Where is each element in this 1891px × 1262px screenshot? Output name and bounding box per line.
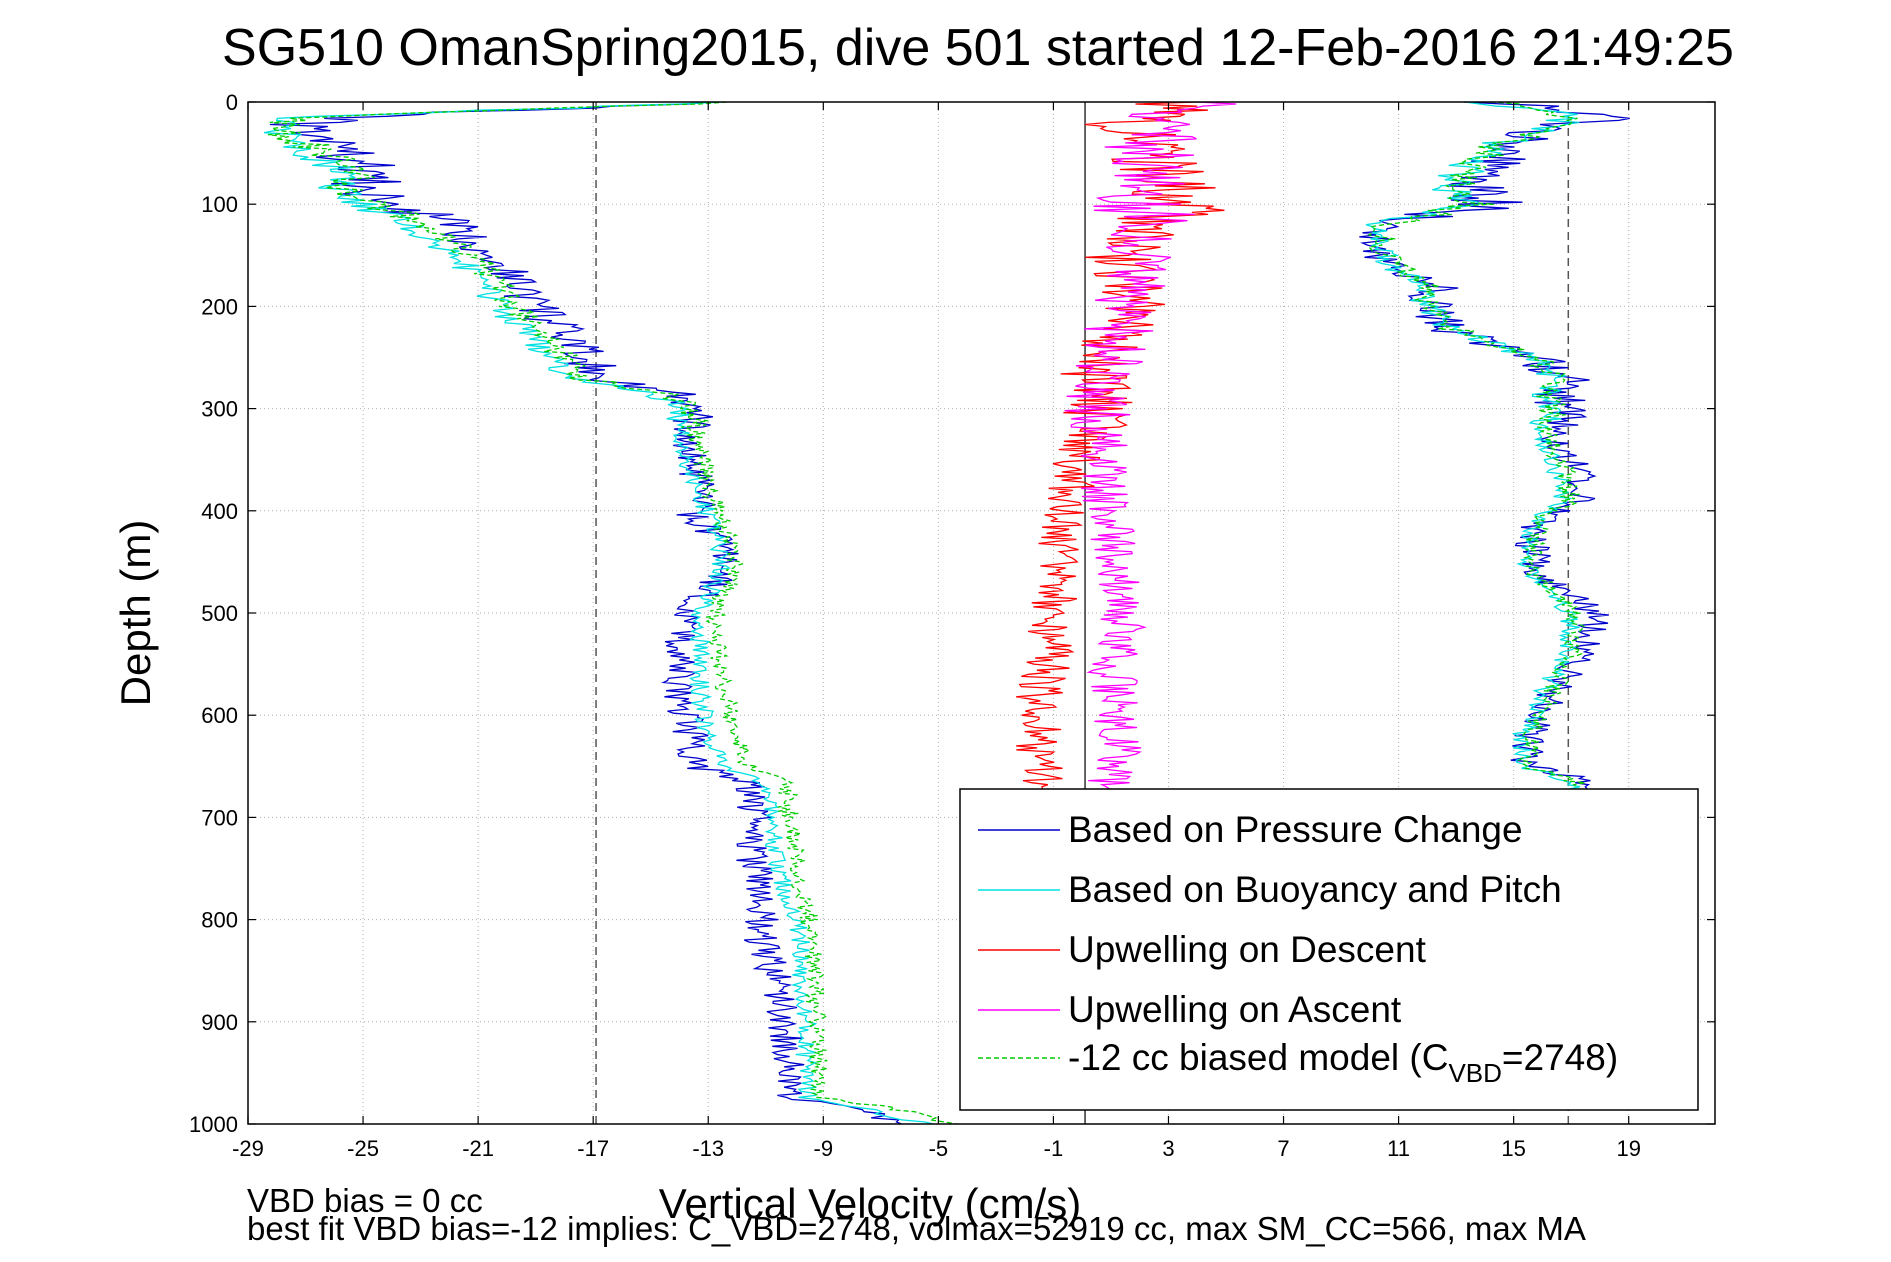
- y-tick-label: 0: [226, 90, 238, 115]
- y-axis: 0 100 200 300 400 500 600 700 800 900 1000: [189, 90, 1715, 1137]
- x-tick-label: -13: [692, 1136, 724, 1161]
- series-1-line-ascent: [1365, 101, 1581, 818]
- y-tick-label: 600: [201, 703, 238, 728]
- y-tick-label: 700: [201, 805, 238, 830]
- footer-line-2: best fit VBD bias=-12 implies: C_VBD=274…: [247, 1210, 1586, 1247]
- legend-label: Based on Buoyancy and Pitch: [1068, 869, 1562, 910]
- footer-line-1: VBD bias = 0 cc: [247, 1182, 483, 1219]
- x-tick-label: -9: [814, 1136, 834, 1161]
- legend-label: Upwelling on Ascent: [1068, 989, 1402, 1030]
- y-tick-label: 1000: [189, 1112, 238, 1137]
- y-tick-label: 300: [201, 397, 238, 422]
- series-4-line-ascent: [1367, 101, 1590, 819]
- x-tick-label: -29: [232, 1136, 264, 1161]
- series-4-line-descent: [267, 101, 958, 1125]
- y-tick-label: 100: [201, 192, 238, 217]
- legend-box: [959, 788, 1699, 1111]
- legend-label: -12 cc biased model (CVBD=2748): [1068, 1037, 1618, 1088]
- y-tick-label: 900: [201, 1010, 238, 1035]
- x-tick-label: -1: [1044, 1136, 1064, 1161]
- series-3-line: [1064, 101, 1237, 798]
- legend: Based on Pressure Change Based on Buoyanc…: [959, 788, 1699, 1111]
- y-tick-label: 400: [201, 499, 238, 524]
- x-tick-label: -5: [929, 1136, 949, 1161]
- x-tick-label: 19: [1616, 1136, 1640, 1161]
- y-tick-label: 500: [201, 601, 238, 626]
- legend-label: Based on Pressure Change: [1068, 809, 1523, 850]
- x-tick-label: -17: [577, 1136, 609, 1161]
- series-2-line: [1016, 101, 1225, 798]
- y-axis-label: Depth (m): [112, 520, 159, 707]
- x-axis-label: Vertical Velocity (cm/s): [659, 1180, 1081, 1227]
- y-tick-label: 200: [201, 294, 238, 319]
- series-lines: [263, 101, 1630, 1125]
- x-tick-label: -25: [347, 1136, 379, 1161]
- series-0-line-descent: [269, 101, 902, 1125]
- x-tick-label: 7: [1277, 1136, 1289, 1161]
- chart-title: SG510 OmanSpring2015, dive 501 started 1…: [222, 19, 1734, 77]
- x-tick-label: 3: [1162, 1136, 1174, 1161]
- y-tick-label: 800: [201, 908, 238, 933]
- x-tick-label: 11: [1387, 1136, 1410, 1161]
- legend-label: Upwelling on Descent: [1068, 929, 1427, 970]
- x-tick-label: -21: [462, 1136, 494, 1161]
- series-0-line-ascent: [1359, 101, 1630, 819]
- x-axis: -29 -25 -21 -17 -13 -9 -5 -1 3 7 11 15 19: [232, 102, 1641, 1161]
- x-tick-label: 15: [1501, 1136, 1525, 1161]
